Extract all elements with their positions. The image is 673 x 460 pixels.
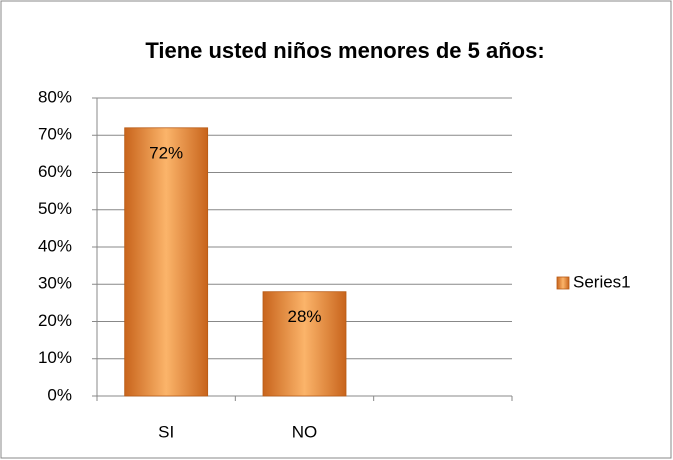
y-tick-label: 80% [38, 87, 72, 106]
x-tick-label: NO [292, 422, 318, 441]
y-tick-label: 10% [38, 348, 72, 367]
y-tick-label: 50% [38, 199, 72, 218]
chart-title: Tiene usted niños menores de 5 años: [145, 38, 544, 63]
legend-swatch [556, 276, 570, 290]
x-tick-label: SI [158, 422, 174, 441]
y-tick-label: 20% [38, 311, 72, 330]
bar [124, 127, 209, 397]
data-label: 72% [149, 143, 183, 162]
y-tick-label: 70% [38, 125, 72, 144]
bar [262, 291, 347, 397]
y-tick-label: 40% [38, 236, 72, 255]
y-tick-label: 60% [38, 162, 72, 181]
y-tick-label: 30% [38, 274, 72, 293]
legend-label: Series1 [573, 272, 631, 291]
data-label: 28% [287, 307, 321, 326]
y-tick-label: 0% [47, 385, 72, 404]
